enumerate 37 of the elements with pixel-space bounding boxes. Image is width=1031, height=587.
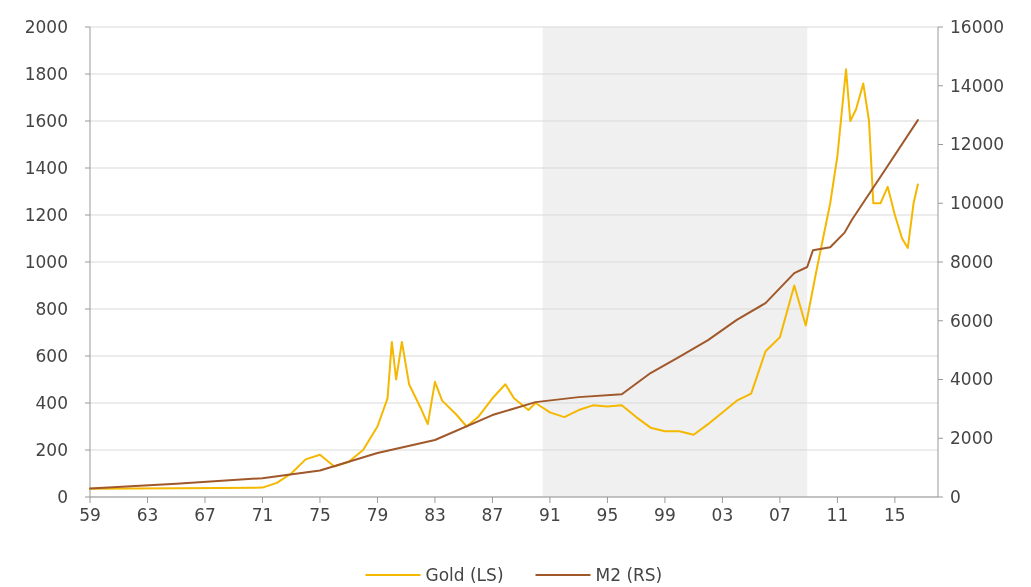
y2-tick-label: 14000 bbox=[950, 75, 1005, 96]
y-tick-label: 0 bbox=[57, 486, 68, 507]
x-tick-label: 11 bbox=[826, 505, 849, 525]
y2-tick-label: 10000 bbox=[950, 193, 1005, 214]
y2-tick-label: 0 bbox=[950, 486, 961, 507]
x-tick-label: 99 bbox=[654, 505, 676, 525]
x-tick-label: 63 bbox=[136, 505, 159, 525]
y2-tick-label: 6000 bbox=[950, 310, 994, 331]
y-tick-label: 800 bbox=[35, 298, 68, 319]
x-tick-label: 91 bbox=[539, 505, 561, 525]
x-tick-label: 87 bbox=[481, 505, 504, 525]
x-tick-label: 15 bbox=[884, 505, 906, 525]
y2-tick-label: 2000 bbox=[950, 428, 994, 449]
y-tick-label: 1600 bbox=[24, 110, 68, 131]
y-tick-label: 200 bbox=[35, 439, 68, 460]
x-tick-label: 59 bbox=[79, 505, 101, 525]
x-tick-label: 75 bbox=[309, 505, 331, 525]
x-tick-label: 71 bbox=[251, 505, 274, 525]
legend-label: Gold (LS) bbox=[425, 564, 504, 585]
y-tick-label: 1400 bbox=[24, 157, 68, 178]
x-tick-label: 67 bbox=[194, 505, 216, 525]
y-tick-label: 1000 bbox=[24, 251, 68, 272]
y2-tick-label: 12000 bbox=[950, 134, 1005, 155]
x-tick-label: 95 bbox=[596, 505, 619, 525]
y-tick-label: 1200 bbox=[24, 204, 68, 225]
y2-tick-label: 8000 bbox=[950, 251, 994, 272]
y-tick-label: 400 bbox=[35, 392, 68, 413]
x-tick-label: 07 bbox=[769, 505, 791, 525]
y-tick-label: 600 bbox=[35, 345, 68, 366]
legend-label: M2 (RS) bbox=[595, 564, 663, 585]
x-tick-label: 83 bbox=[424, 505, 446, 525]
x-tick-label: 03 bbox=[711, 505, 734, 525]
y-tick-label: 2000 bbox=[24, 16, 68, 37]
y-tick-label: 1800 bbox=[24, 63, 68, 84]
y2-tick-label: 16000 bbox=[950, 16, 1005, 37]
x-tick-label: 79 bbox=[366, 505, 389, 525]
y2-tick-label: 4000 bbox=[950, 369, 994, 390]
